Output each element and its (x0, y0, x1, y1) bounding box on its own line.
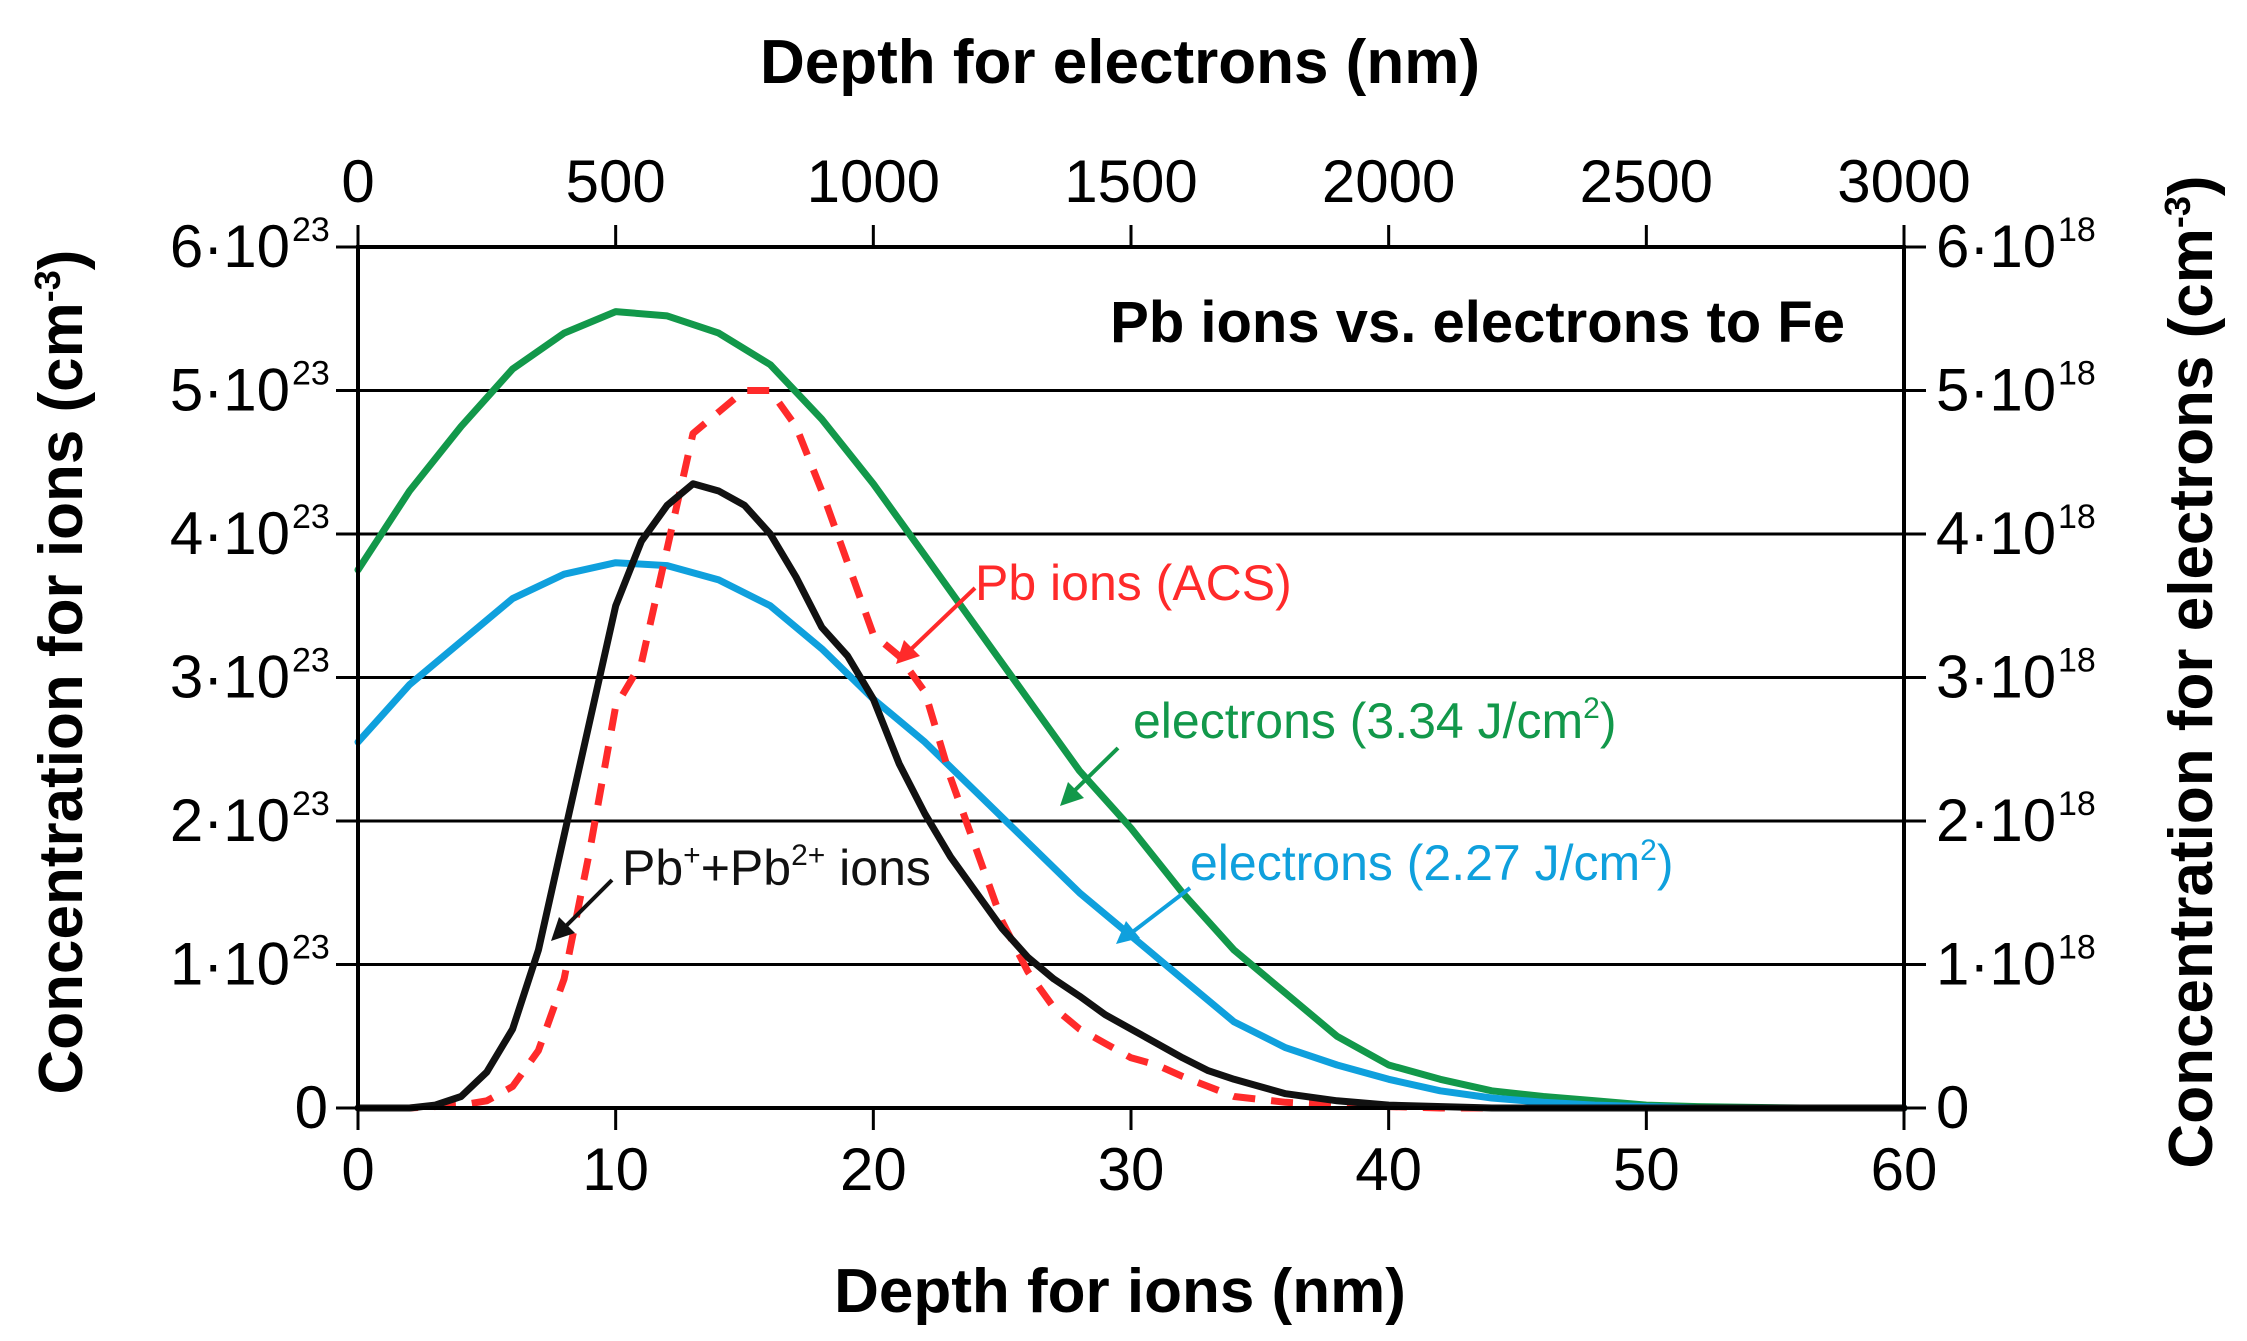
annotation-pb-ions-arrow (558, 878, 614, 934)
right-tick-label-3: 3·10 (1936, 644, 2056, 711)
bottom-tick-label-50: 50 (1613, 1136, 1680, 1203)
series-line-pb-pb2-ions (354, 480, 1908, 1112)
left-tick-exp-5: 23 (292, 355, 330, 393)
series-line-pb-ions-acs (358, 387, 1904, 1112)
grid-layer (358, 389, 1904, 966)
right-tick-exp-3: 18 (2058, 642, 2096, 680)
left-tick-label-5: 5·10 (170, 357, 290, 424)
top-tick-label-1000: 1000 (807, 148, 940, 215)
annotation-electrons-334-arrowhead (1060, 782, 1084, 806)
right-tick-exp-4: 18 (2058, 498, 2096, 536)
left-tick-label-2: 2·10 (170, 787, 290, 854)
right-tick-exp-2: 18 (2058, 785, 2096, 823)
bottom-tick-label-30: 30 (1098, 1136, 1165, 1203)
left-tick-label-0: 0 (295, 1074, 328, 1141)
right-tick-label-6: 6·10 (1936, 213, 2056, 280)
left-tick-exp-4: 23 (292, 498, 330, 536)
series-line-electrons-3-34-j-cm2 (354, 308, 1908, 1112)
left-tick-exp-1: 23 (292, 929, 330, 967)
annotation-pb-ions-arrowhead (551, 917, 575, 941)
left-tick-exp-6: 23 (292, 211, 330, 249)
annotation-pb-acs-arrowhead (896, 640, 920, 664)
bottom-tick-label-60: 60 (1871, 1136, 1938, 1203)
top-tick-label-500: 500 (566, 148, 666, 215)
left-tick-label-6: 6·10 (170, 213, 290, 280)
left-tick-label-4: 4·10 (170, 500, 290, 567)
annotation-electrons-334-arrow (1066, 746, 1120, 799)
annotation-electrons-227-arrowhead (1116, 921, 1140, 944)
right-tick-label-2: 2·10 (1936, 787, 2056, 854)
series-line-electrons-2-27-j-cm2 (354, 559, 1908, 1112)
top-tick-label-2000: 2000 (1322, 148, 1455, 215)
svg-text:electrons (3.34 J/cm2): electrons (3.34 J/cm2) (1133, 692, 1617, 749)
series-layer (354, 308, 1908, 1112)
bottom-axis-title: Depth for ions (nm) (834, 1257, 1406, 1326)
right-tick-label-4: 4·10 (1936, 500, 2056, 567)
annotation-pb-acs-arrow (903, 586, 977, 657)
right-tick-exp-5: 18 (2058, 355, 2096, 393)
annotation-electrons-227-arrow (1124, 886, 1192, 939)
left-axis-title: Concentration for ions (cm-3) (27, 250, 96, 1095)
right-tick-exp-1: 18 (2058, 929, 2096, 967)
right-tick-label-5: 5·10 (1936, 357, 2056, 424)
top-tick-label-1500: 1500 (1064, 148, 1197, 215)
left-tick-exp-3: 23 (292, 642, 330, 680)
top-tick-label-0: 0 (341, 148, 374, 215)
top-tick-label-3000: 3000 (1837, 148, 1970, 215)
svg-text:Pb ions (ACS): Pb ions (ACS) (975, 555, 1292, 611)
annotation-pb-ions: Pb++Pb2+ ions (551, 839, 931, 941)
right-tick-label-0: 0 (1936, 1074, 1969, 1141)
top-axis-title: Depth for electrons (nm) (760, 28, 1480, 97)
bottom-tick-label-10: 10 (582, 1136, 649, 1203)
left-tick-label-3: 3·10 (170, 644, 290, 711)
annotation-pb-acs: Pb ions (ACS) (896, 555, 1292, 664)
left-tick-label-1: 1·10 (170, 931, 290, 998)
left-tick-exp-2: 23 (292, 785, 330, 823)
bottom-tick-label-0: 0 (341, 1136, 374, 1203)
right-tick-exp-6: 18 (2058, 211, 2096, 249)
top-tick-label-2500: 2500 (1580, 148, 1713, 215)
bottom-tick-label-20: 20 (840, 1136, 907, 1203)
svg-text:Pb++Pb2+ ions: Pb++Pb2+ ions (622, 839, 931, 896)
right-tick-label-1: 1·10 (1936, 931, 2056, 998)
annotation-electrons-334: electrons (3.34 J/cm2) (1060, 692, 1617, 806)
bottom-tick-label-40: 40 (1355, 1136, 1422, 1203)
tick-layer: 01·10 232·10 233·10 234·10 235·10 236·10 2301·… (170, 148, 2096, 1203)
annotation-electrons-227: electrons (2.27 J/cm2) (1116, 834, 1674, 944)
svg-text:electrons (2.27 J/cm2): electrons (2.27 J/cm2) (1190, 834, 1674, 891)
chart-title: Pb ions vs. electrons to Fe (1110, 290, 1845, 355)
right-axis-title: Concentration for electrons (cm-3) (2157, 175, 2226, 1168)
